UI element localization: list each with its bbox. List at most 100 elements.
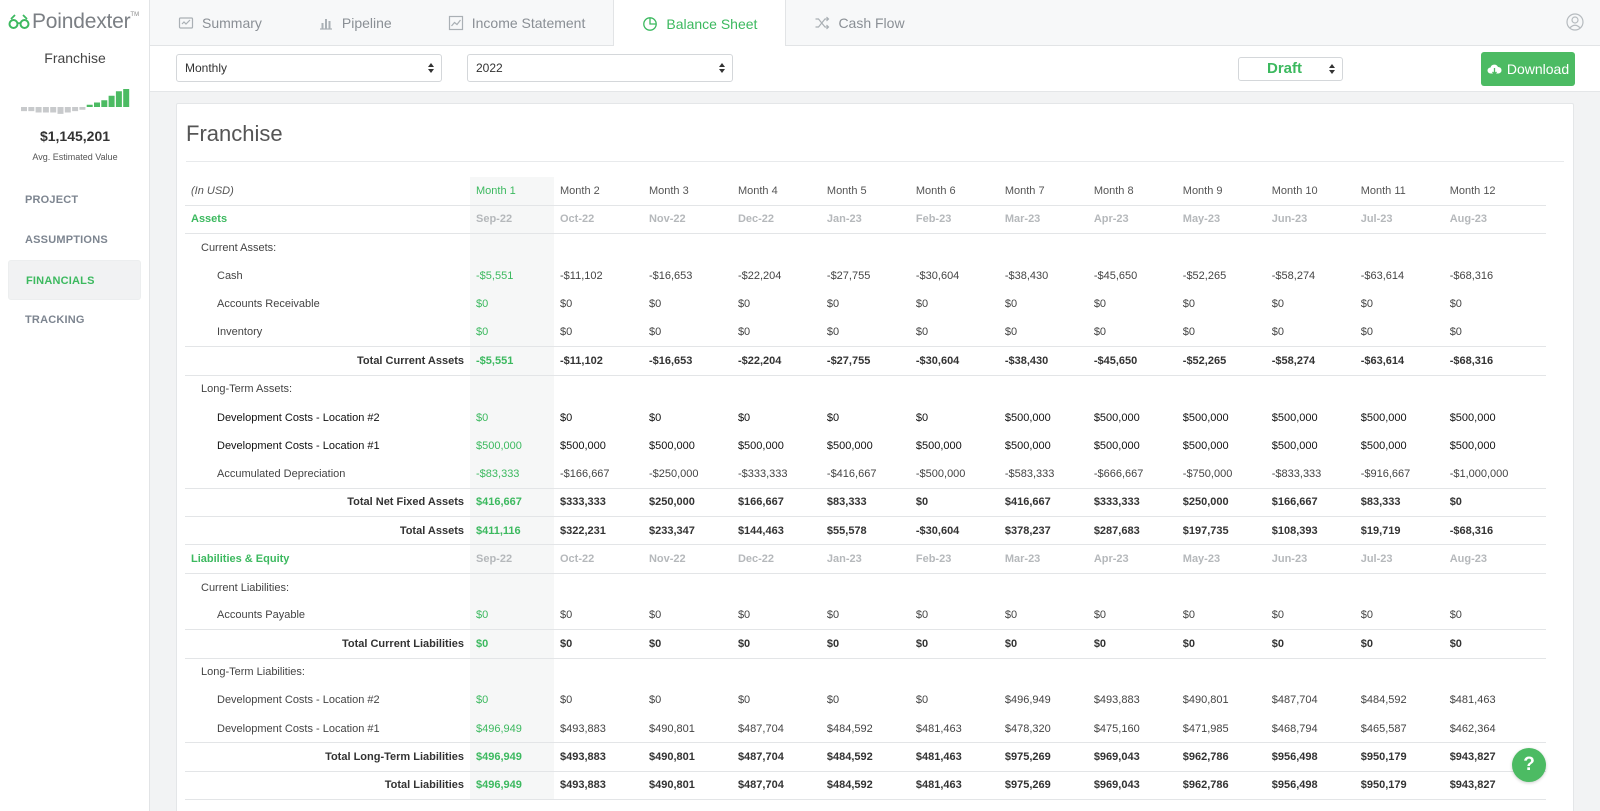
value-cell: $0 bbox=[560, 609, 573, 622]
tab-pipeline[interactable]: Pipeline bbox=[290, 0, 420, 46]
table-row: Development Costs - Location #2 $0 $0 $0 $0 $… bbox=[185, 686, 1546, 715]
subsection-row: Long-Term Liabilities: bbox=[185, 658, 1546, 687]
tab-cash-flow-label: Cash Flow bbox=[838, 15, 905, 31]
value-cell: $108,393 bbox=[1265, 516, 1355, 546]
total-row: Total Liabilities $496,949 $493,883 $490,80… bbox=[185, 771, 1546, 801]
summary-icon bbox=[178, 17, 194, 29]
logo-text: Poindexter bbox=[32, 10, 131, 33]
divider bbox=[186, 161, 1564, 162]
value-cell: $0 bbox=[1449, 298, 1462, 311]
download-button[interactable]: Download bbox=[1481, 52, 1575, 86]
value-cell: -$583,333 bbox=[1004, 467, 1055, 480]
value-cell: $496,949 bbox=[470, 742, 554, 772]
value-cell: $0 bbox=[1449, 609, 1462, 622]
sidebar-item-financials[interactable]: FINANCIALS bbox=[8, 260, 141, 300]
period-select-value: Monthly bbox=[185, 61, 228, 75]
period-select[interactable]: Monthly bbox=[176, 54, 442, 82]
subsection-row: Current Assets: bbox=[185, 233, 1546, 262]
date-cell: Sep-22 bbox=[470, 544, 554, 574]
date-cell: Jun-23 bbox=[1265, 205, 1355, 235]
value-cell: $487,704 bbox=[1271, 694, 1318, 707]
value-cell: $287,683 bbox=[1087, 516, 1177, 546]
date-cell: Nov-22 bbox=[642, 544, 732, 574]
value-cell: $0 bbox=[1004, 609, 1018, 622]
value-cell: $481,463 bbox=[1449, 694, 1496, 707]
value-cell: $83,333 bbox=[820, 487, 910, 518]
value-cell: $0 bbox=[470, 629, 554, 659]
value-cell bbox=[1088, 234, 1177, 262]
value-cell: $19,719 bbox=[1354, 516, 1444, 546]
value-cell: $962,786 bbox=[1176, 771, 1266, 801]
row-label: Total Current Liabilities bbox=[185, 629, 470, 659]
value-cell bbox=[821, 234, 910, 262]
value-cell: $500,000 bbox=[1271, 439, 1318, 452]
value-cell: -$22,204 bbox=[737, 270, 782, 283]
year-select[interactable]: 2022 bbox=[467, 54, 733, 82]
value-cell: $500,000 bbox=[1360, 439, 1407, 452]
select-arrows-icon bbox=[719, 63, 725, 73]
sparkline-bar bbox=[86, 104, 93, 107]
row-label: Accumulated Depreciation bbox=[217, 467, 346, 480]
value-cell bbox=[821, 573, 910, 601]
tab-summary[interactable]: Summary bbox=[150, 0, 290, 46]
sparkline-bar bbox=[42, 107, 49, 113]
total-row: Total Current Liabilities $0 $0 $0 $0 $0 $0 $0 $… bbox=[185, 629, 1546, 659]
value-sparkline bbox=[21, 89, 130, 114]
value-cell: -$416,667 bbox=[826, 467, 877, 480]
value-cell: $487,704 bbox=[737, 722, 784, 735]
value-cell: $0 bbox=[915, 694, 929, 707]
value-cell: $0 bbox=[1093, 298, 1107, 311]
month-header: Month 2 bbox=[554, 177, 643, 206]
row-label: Development Costs - Location #2 bbox=[217, 411, 380, 424]
sidebar-item-tracking[interactable]: TRACKING bbox=[25, 314, 85, 326]
value-cell: $144,463 bbox=[731, 516, 821, 546]
value-cell: -$68,316 bbox=[1443, 516, 1546, 546]
logo[interactable]: Poindexter TM bbox=[8, 10, 139, 34]
value-cell: $0 bbox=[1087, 629, 1177, 659]
value-cell: $0 bbox=[1093, 609, 1107, 622]
sidebar-item-project[interactable]: PROJECT bbox=[25, 194, 79, 206]
date-cell: Jul-23 bbox=[1354, 205, 1444, 235]
value-cell: $465,587 bbox=[1360, 722, 1407, 735]
value-cell: $969,043 bbox=[1087, 742, 1177, 772]
sidebar: Poindexter TM Franchise $1,145,201 Avg. … bbox=[0, 0, 150, 811]
value-cell: $484,592 bbox=[820, 742, 910, 772]
sparkline-bar bbox=[21, 107, 27, 112]
tab-bar: Summary Pipeline Income Statement Balanc… bbox=[150, 0, 1600, 47]
value-cell bbox=[999, 658, 1088, 686]
status-select[interactable]: Draft bbox=[1238, 57, 1343, 81]
value-cell: -$30,604 bbox=[915, 270, 960, 283]
sidebar-item-assumptions[interactable]: ASSUMPTIONS bbox=[25, 234, 108, 246]
value-cell: $0 bbox=[731, 629, 821, 659]
value-cell: $0 bbox=[1443, 629, 1546, 659]
tab-cash-flow[interactable]: Cash Flow bbox=[786, 0, 932, 46]
value-cell: $500,000 bbox=[1093, 411, 1140, 424]
value-cell: $411,116 bbox=[470, 516, 554, 546]
user-icon[interactable] bbox=[1566, 13, 1584, 31]
row-label: Development Costs - Location #2 bbox=[217, 694, 380, 707]
value-cell: $500,000 bbox=[560, 439, 606, 452]
sparkline-bar bbox=[123, 89, 130, 107]
value-cell bbox=[643, 658, 732, 686]
value-cell: $0 bbox=[737, 609, 751, 622]
value-cell: -$30,604 bbox=[909, 516, 999, 546]
total-row: Total Net Fixed Assets $416,667 $333,333 $2… bbox=[185, 487, 1546, 518]
value-cell bbox=[554, 375, 643, 403]
section-header-row: Liabilities & Equity Sep-22 Oct-22 Nov-22 De… bbox=[185, 544, 1546, 574]
value-cell: $462,364 bbox=[1449, 722, 1496, 735]
month-header: Month 6 bbox=[909, 177, 999, 206]
tab-income-statement[interactable]: Income Statement bbox=[420, 0, 614, 46]
table-row: Accumulated Depreciation -$83,333 -$166,66… bbox=[185, 459, 1546, 489]
row-label: Total Assets bbox=[185, 516, 470, 546]
sparkline-bar bbox=[101, 100, 108, 107]
value-cell: -$16,653 bbox=[642, 346, 732, 376]
tab-balance-sheet[interactable]: Balance Sheet bbox=[613, 0, 787, 47]
month-header: Month 8 bbox=[1087, 177, 1177, 206]
value-cell: -$68,316 bbox=[1443, 346, 1546, 376]
value-cell bbox=[554, 234, 643, 262]
month-header: Month 12 bbox=[1443, 177, 1546, 206]
row-label: Liabilities & Equity bbox=[185, 544, 470, 574]
help-button[interactable]: ? bbox=[1512, 748, 1546, 782]
project-name: Franchise bbox=[44, 50, 106, 66]
value-cell: $0 bbox=[826, 609, 840, 622]
